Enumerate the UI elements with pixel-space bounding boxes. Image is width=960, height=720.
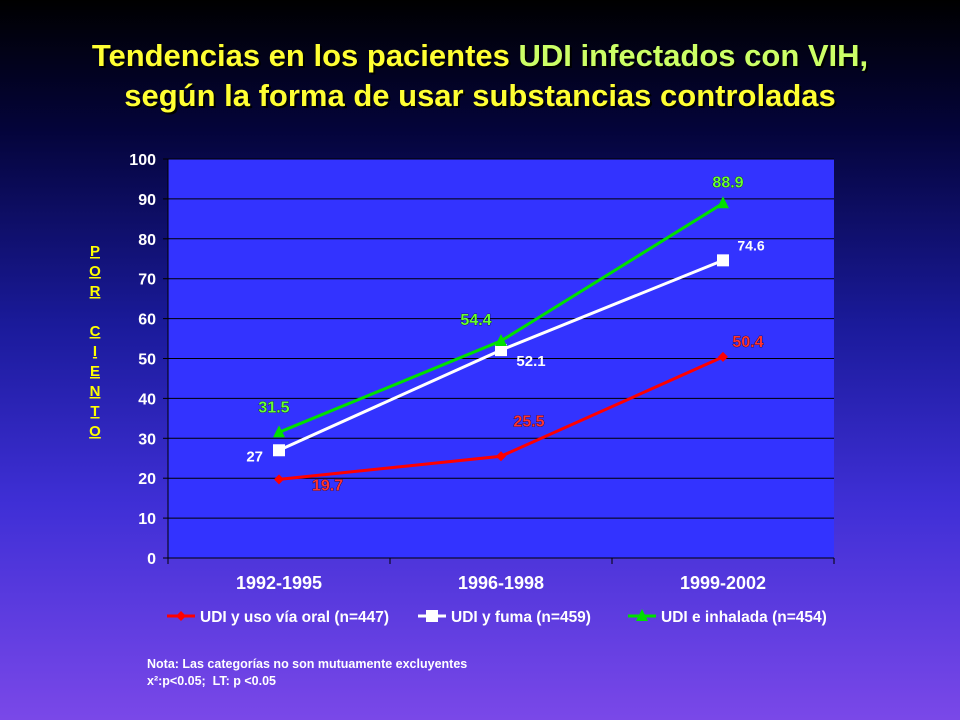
data-point xyxy=(273,444,285,457)
y-axis-label-letter: O xyxy=(89,423,101,440)
x-tick-label: 1999-2002 xyxy=(680,573,766,593)
legend-marker xyxy=(636,609,648,621)
footnote: Nota: Las categorías no son mutuamente e… xyxy=(147,656,467,690)
data-point xyxy=(717,196,729,209)
y-axis-label-letter: T xyxy=(90,403,99,420)
y-axis-label-letter: C xyxy=(90,323,101,340)
data-label: 52.1 xyxy=(516,353,545,370)
y-axis-label-letter: R xyxy=(90,283,101,300)
legend-marker xyxy=(426,610,438,622)
y-axis-label-letter: P xyxy=(90,243,100,260)
y-tick-label: 0 xyxy=(147,551,156,568)
data-label: 25.5 xyxy=(513,413,544,430)
y-tick-label: 90 xyxy=(138,192,156,209)
data-point xyxy=(274,474,284,485)
data-point xyxy=(273,425,285,438)
data-point xyxy=(495,344,507,357)
title-line2: según la forma de usar substancias contr… xyxy=(124,78,836,113)
y-axis-label-letter: N xyxy=(90,383,101,400)
chart-title: Tendencias en los pacientes UDI infectad… xyxy=(0,36,960,116)
data-label: 54.4 xyxy=(460,312,491,329)
y-tick-label: 70 xyxy=(138,272,156,289)
note-line1: Nota: Las categorías no son mutuamente e… xyxy=(147,657,468,671)
data-point xyxy=(495,333,507,346)
data-label: 88.9 xyxy=(712,174,743,191)
y-axis-label-letter: E xyxy=(90,363,100,380)
y-tick-label: 50 xyxy=(138,352,156,369)
y-tick-label: 80 xyxy=(138,232,156,249)
legend-entry: UDI y fuma (n=459) xyxy=(451,609,591,626)
data-label: 50.4 xyxy=(732,334,763,351)
x-tick-label: 1996-1998 xyxy=(458,573,544,593)
data-point xyxy=(496,451,506,462)
data-label: 31.5 xyxy=(258,399,289,416)
data-label: 74.6 xyxy=(737,237,764,253)
title-line1-highlight: UDI infectados con VIH, xyxy=(518,38,869,73)
legend-marker xyxy=(176,611,186,621)
y-tick-label: 60 xyxy=(138,312,156,329)
note-line2: x²:p<0.05; LT: p <0.05 xyxy=(147,674,276,688)
y-axis-label-letter: O xyxy=(89,263,101,280)
y-tick-label: 100 xyxy=(129,152,156,169)
data-point xyxy=(718,351,728,362)
y-tick-label: 20 xyxy=(138,471,156,488)
y-tick-label: 40 xyxy=(138,391,156,408)
x-tick-label: 1992-1995 xyxy=(236,573,322,593)
y-axis-label-letter: I xyxy=(93,343,97,360)
legend-entry: UDI y uso vía oral (n=447) xyxy=(200,609,389,626)
title-line1-prefix: Tendencias en los pacientes xyxy=(91,38,519,73)
y-tick-label: 10 xyxy=(138,511,156,528)
data-label: 27 xyxy=(246,448,263,465)
y-tick-label: 30 xyxy=(138,431,156,448)
data-label: 19.7 xyxy=(312,477,343,494)
legend-entry: UDI e inhalada (n=454) xyxy=(661,609,827,626)
data-point xyxy=(717,254,729,267)
